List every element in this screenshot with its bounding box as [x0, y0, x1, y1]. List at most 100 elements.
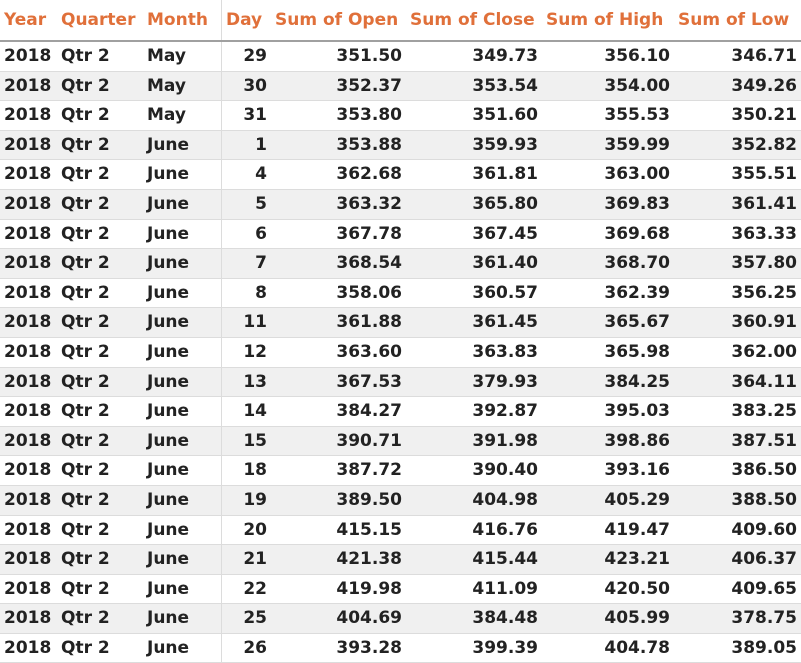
cell-day: 31	[243, 105, 267, 126]
cell-close: 404.98	[472, 489, 538, 510]
cell-day: 20	[243, 519, 267, 540]
cell-close: 349.73	[472, 46, 538, 66]
cell-year: 2018	[4, 608, 52, 629]
cell-day: 26	[243, 637, 267, 658]
header-sum-of-low[interactable]: Sum of Low	[678, 10, 790, 30]
table-row[interactable]: 2018 Qtr 2 June 18 387.72 390.40 393.16 386.50	[0, 456, 801, 486]
cell-high: 369.68	[604, 223, 670, 244]
header-quarter[interactable]: Quarter	[61, 10, 136, 30]
cell-quarter: Qtr 2	[61, 312, 110, 333]
cell-quarter: Qtr 2	[61, 489, 110, 510]
cell-year: 2018	[4, 371, 52, 392]
cell-open: 361.88	[336, 312, 402, 333]
cell-low: 361.41	[731, 193, 797, 214]
table-header: Year Quarter Month Day Sum of Open Sum o…	[0, 0, 801, 42]
cell-month: June	[143, 604, 222, 633]
cell-month: May	[143, 42, 222, 71]
header-sum-of-open[interactable]: Sum of Open	[275, 10, 399, 30]
cell-open: 363.32	[336, 193, 402, 214]
table-row[interactable]: 2018 Qtr 2 June 8 358.06 360.57 362.39 356.25	[0, 278, 801, 309]
cell-close: 411.09	[472, 578, 538, 599]
cell-close: 391.98	[472, 430, 538, 451]
cell-close: 415.44	[472, 549, 538, 570]
cell-close: 363.83	[472, 341, 538, 362]
cell-open: 363.60	[336, 341, 402, 362]
cell-quarter: Qtr 2	[61, 193, 110, 214]
cell-quarter: Qtr 2	[61, 519, 110, 540]
cell-high: 395.03	[604, 401, 670, 422]
cell-low: 409.65	[731, 578, 797, 599]
table-row[interactable]: 2018 Qtr 2 May 31 353.80 351.60 355.53 350.21	[0, 101, 801, 131]
cell-open: 367.53	[336, 371, 402, 392]
table-row[interactable]: 2018 Qtr 2 June 19 389.50 404.98 405.29 388.50	[0, 485, 801, 516]
table-row[interactable]: 2018 Qtr 2 June 4 362.68 361.81 363.00 355.51	[0, 160, 801, 190]
cell-month: May	[143, 101, 222, 130]
cell-high: 359.99	[604, 134, 670, 155]
cell-year: 2018	[4, 164, 52, 185]
cell-month: June	[143, 397, 222, 426]
cell-open: 353.80	[336, 105, 402, 126]
cell-low: 409.60	[731, 519, 797, 540]
cell-open: 415.15	[336, 519, 402, 540]
cell-year: 2018	[4, 105, 52, 126]
cell-low: 346.71	[731, 46, 797, 66]
cell-high: 369.83	[604, 193, 670, 214]
cell-open: 358.06	[336, 282, 402, 303]
cell-close: 416.76	[472, 519, 538, 540]
table-row[interactable]: 2018 Qtr 2 June 21 421.38 415.44 423.21 406.37	[0, 545, 801, 575]
table-row[interactable]: 2018 Qtr 2 June 15 390.71 391.98 398.86 387.51	[0, 426, 801, 457]
cell-high: 355.53	[604, 105, 670, 126]
table-row[interactable]: 2018 Qtr 2 June 6 367.78 367.45 369.68 363.33	[0, 219, 801, 250]
cell-quarter: Qtr 2	[61, 371, 110, 392]
table-row[interactable]: 2018 Qtr 2 June 5 363.32 365.80 369.83 361.41	[0, 189, 801, 220]
cell-month: June	[143, 160, 222, 189]
header-sum-of-high[interactable]: Sum of High	[546, 10, 664, 30]
table-row[interactable]: 2018 Qtr 2 May 30 352.37 353.54 354.00 349.26	[0, 71, 801, 102]
cell-quarter: Qtr 2	[61, 608, 110, 629]
cell-quarter: Qtr 2	[61, 134, 110, 155]
cell-high: 405.99	[604, 608, 670, 629]
cell-quarter: Qtr 2	[61, 401, 110, 422]
table-row[interactable]: 2018 Qtr 2 June 1 353.88 359.93 359.99 352.82	[0, 130, 801, 161]
cell-day: 25	[243, 608, 267, 629]
cell-day: 21	[243, 549, 267, 570]
cell-open: 389.50	[336, 489, 402, 510]
table-row[interactable]: 2018 Qtr 2 June 26 393.28 399.39 404.78 389.05	[0, 633, 801, 663]
table-row[interactable]: 2018 Qtr 2 June 13 367.53 379.93 384.25 364.11	[0, 367, 801, 398]
cell-quarter: Qtr 2	[61, 341, 110, 362]
cell-day: 6	[255, 223, 267, 244]
cell-year: 2018	[4, 193, 52, 214]
cell-high: 356.10	[604, 46, 670, 66]
table-row[interactable]: 2018 Qtr 2 June 14 384.27 392.87 395.03 383.25	[0, 397, 801, 427]
cell-year: 2018	[4, 401, 52, 422]
cell-year: 2018	[4, 430, 52, 451]
cell-year: 2018	[4, 578, 52, 599]
cell-high: 393.16	[604, 460, 670, 481]
cell-low: 378.75	[731, 608, 797, 629]
cell-open: 368.54	[336, 253, 402, 274]
cell-month: June	[143, 189, 222, 219]
cell-year: 2018	[4, 460, 52, 481]
header-day[interactable]: Day	[226, 10, 263, 30]
table-row[interactable]: 2018 Qtr 2 June 22 419.98 411.09 420.50 409.65	[0, 574, 801, 605]
header-year[interactable]: Year	[4, 10, 47, 30]
cell-low: 352.82	[731, 134, 797, 155]
table-row[interactable]: 2018 Qtr 2 June 7 368.54 361.40 368.70 357.80	[0, 249, 801, 279]
cell-high: 423.21	[604, 549, 670, 570]
header-month[interactable]: Month	[143, 0, 222, 40]
cell-close: 361.40	[472, 253, 538, 274]
cell-low: 363.33	[731, 223, 797, 244]
cell-open: 351.50	[336, 46, 402, 66]
table-row[interactable]: 2018 Qtr 2 June 11 361.88 361.45 365.67 360.91	[0, 308, 801, 338]
table-row[interactable]: 2018 Qtr 2 June 25 404.69 384.48 405.99 378.75	[0, 604, 801, 634]
table-row[interactable]: 2018 Qtr 2 May 29 351.50 349.73 356.10 346.71	[0, 42, 801, 72]
cell-day: 11	[243, 312, 267, 333]
cell-close: 351.60	[472, 105, 538, 126]
table-row[interactable]: 2018 Qtr 2 June 12 363.60 363.83 365.98 362.00	[0, 337, 801, 368]
cell-day: 1	[255, 134, 267, 155]
table-row[interactable]: 2018 Qtr 2 June 20 415.15 416.76 419.47 409.60	[0, 515, 801, 546]
header-sum-of-close[interactable]: Sum of Close	[410, 10, 535, 30]
cell-month: May	[143, 71, 222, 101]
cell-open: 390.71	[336, 430, 402, 451]
